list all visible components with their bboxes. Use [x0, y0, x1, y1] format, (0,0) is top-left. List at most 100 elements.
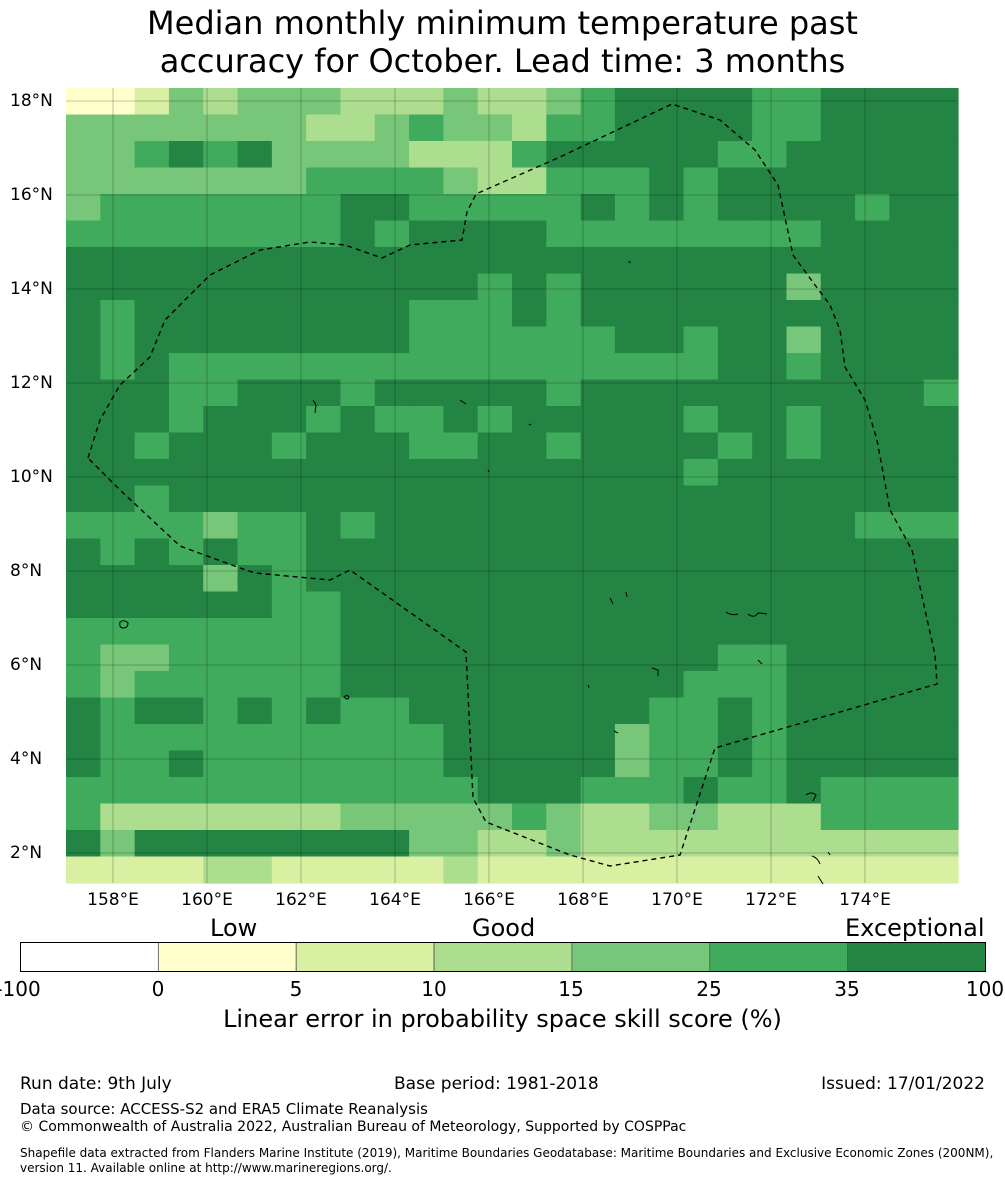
skill-cell — [614, 803, 650, 831]
skill-cell — [66, 697, 101, 725]
skill-cell — [100, 803, 136, 831]
skill-cell — [683, 459, 719, 487]
skill-cell — [855, 247, 890, 275]
skill-cell — [717, 538, 753, 566]
skill-cell — [134, 724, 170, 752]
skill-cell — [717, 167, 753, 195]
skill-cell — [306, 618, 342, 646]
skill-cell — [443, 671, 479, 699]
skill-cell — [66, 353, 101, 381]
skill-cell — [374, 803, 410, 831]
skill-cell — [66, 114, 101, 142]
skill-cell — [786, 194, 822, 222]
skill-cell — [168, 353, 204, 381]
skill-cell — [374, 273, 410, 301]
colorbar-tick: -100 — [0, 977, 41, 1001]
skill-cell — [168, 167, 204, 195]
skill-cell — [203, 671, 239, 699]
colorbar-swatch — [847, 942, 986, 972]
skill-cell — [820, 88, 856, 116]
skill-cell — [889, 406, 925, 434]
skill-cell — [477, 724, 513, 752]
skill-cell — [923, 353, 959, 381]
skill-cell — [271, 353, 307, 381]
lat-label: 18°N — [10, 91, 53, 111]
skill-cell — [66, 459, 101, 487]
skill-cell — [134, 538, 170, 566]
skill-cell — [820, 591, 856, 619]
skill-cell — [443, 194, 479, 222]
skill-cell — [306, 194, 342, 222]
skill-cell — [614, 750, 650, 778]
skill-cell — [512, 194, 547, 222]
skill-cell — [409, 114, 444, 142]
skill-cell — [66, 485, 101, 513]
skill-cell — [203, 750, 239, 778]
skill-cell — [168, 432, 204, 460]
skill-cell — [580, 565, 616, 593]
skill-cell — [271, 167, 307, 195]
skill-cell — [820, 194, 856, 222]
skill-cell — [889, 300, 925, 328]
skill-cell — [820, 379, 856, 407]
skill-cell — [855, 88, 890, 116]
skill-cell — [477, 750, 513, 778]
skill-cell — [66, 538, 101, 566]
skill-cell — [100, 459, 136, 487]
skill-cell — [66, 247, 101, 275]
skill-cell — [683, 512, 719, 540]
skill-cell — [443, 644, 479, 672]
skill-cell — [477, 326, 513, 354]
skill-cell — [923, 432, 959, 460]
skill-cell — [134, 247, 170, 275]
skill-cell — [786, 538, 822, 566]
skill-cell — [168, 459, 204, 487]
skill-cell — [717, 803, 753, 831]
skill-cell — [374, 432, 410, 460]
skill-cell — [786, 830, 822, 858]
skill-cell — [923, 406, 959, 434]
skill-cell — [717, 379, 753, 407]
skill-cell — [340, 724, 376, 752]
skill-cell — [546, 565, 582, 593]
skill-cell — [66, 167, 101, 195]
skill-cell — [717, 697, 753, 725]
skill-cell — [237, 194, 273, 222]
skill-cell — [306, 300, 342, 328]
skill-cell — [409, 379, 444, 407]
skill-cell — [614, 326, 650, 354]
skill-cell — [649, 485, 685, 513]
skill-cell — [66, 750, 101, 778]
skill-cell — [580, 141, 616, 169]
skill-cell — [66, 512, 101, 540]
skill-cell — [923, 512, 959, 540]
skill-cell — [237, 353, 273, 381]
skill-cell — [649, 459, 685, 487]
skill-cell — [237, 724, 273, 752]
skill-cell — [752, 803, 788, 831]
skill-cell — [512, 777, 547, 805]
skill-cell — [546, 167, 582, 195]
lat-label: 8°N — [10, 561, 43, 581]
skill-cell — [306, 167, 342, 195]
skill-cell — [752, 379, 788, 407]
skill-cell — [306, 803, 342, 831]
skill-cell — [100, 273, 136, 301]
skill-cell — [66, 724, 101, 752]
skill-cell — [100, 591, 136, 619]
skill-cell — [168, 194, 204, 222]
skill-cell — [683, 644, 719, 672]
skill-cell — [752, 300, 788, 328]
skill-cell — [477, 830, 513, 858]
skill-cell — [512, 300, 547, 328]
skill-cell — [409, 512, 444, 540]
skill-cell — [752, 247, 788, 275]
islands — [119, 261, 831, 885]
skill-cell — [271, 379, 307, 407]
skill-cell — [923, 141, 959, 169]
lon-label: 160°E — [181, 890, 233, 910]
skill-cell — [820, 485, 856, 513]
skill-cell — [717, 114, 753, 142]
skill-cell — [580, 830, 616, 858]
skill-cell — [820, 644, 856, 672]
